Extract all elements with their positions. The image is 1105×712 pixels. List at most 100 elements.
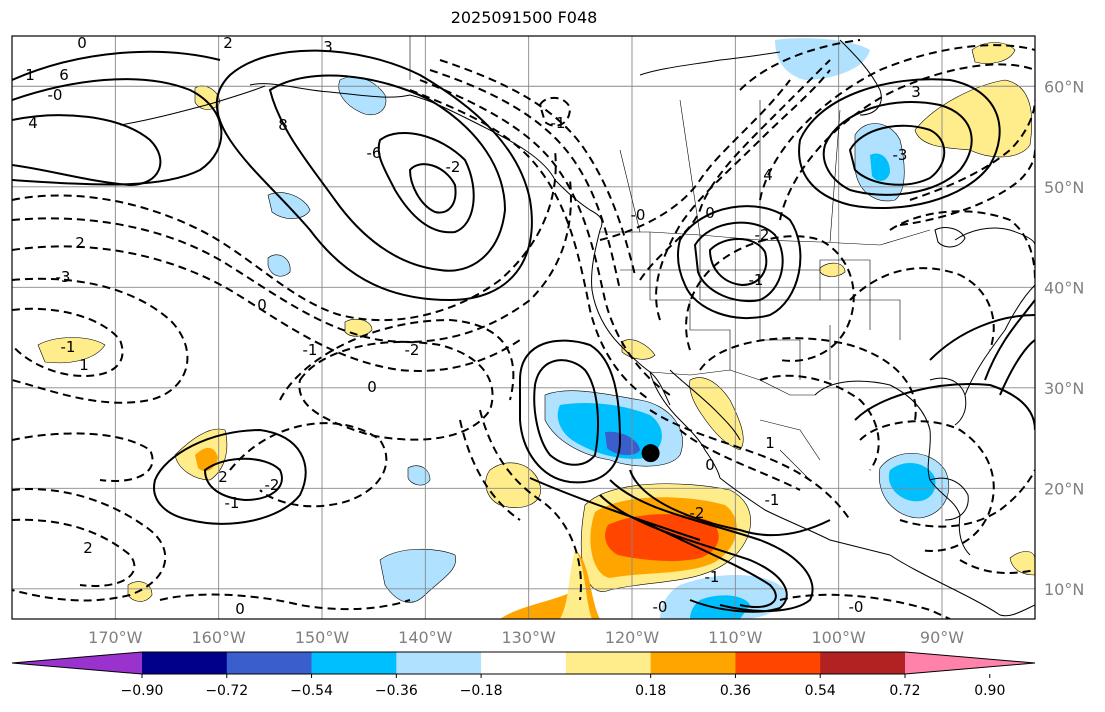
contour-label: 2 bbox=[218, 468, 228, 486]
positive-shade-west bbox=[485, 462, 541, 508]
contour-dashed-hudson bbox=[739, 39, 861, 91]
contour-solid-us-low-inner bbox=[708, 238, 768, 287]
contour-label: 4 bbox=[763, 166, 773, 184]
contour-dashed-us-4 bbox=[685, 235, 855, 362]
contour-solid-canada-inner bbox=[848, 124, 946, 186]
contour-dashed-bc-low bbox=[538, 96, 572, 127]
negative-shade-pacific bbox=[379, 548, 457, 603]
contour-solid-us-low-mid bbox=[693, 221, 784, 303]
latitude-labels: 60°N 50°N 40°N 30°N 20°N 10°N bbox=[1044, 77, 1084, 599]
contour-dashed-gulf-4 bbox=[779, 593, 951, 619]
contour-dashed-us-3 bbox=[655, 69, 831, 321]
contour-label: -2 bbox=[446, 158, 461, 176]
longitude-label: 170°W bbox=[88, 628, 143, 647]
contour-label: -1 bbox=[225, 494, 240, 512]
contour-solid-tropical-1 bbox=[609, 479, 814, 613]
contour-label: -3 bbox=[56, 268, 71, 286]
contour-dashed-gulf-1 bbox=[859, 420, 995, 552]
contour-dashed-pacific-2 bbox=[12, 179, 572, 343]
contour-label: 0 bbox=[257, 296, 267, 314]
contour-dashed-us-2 bbox=[639, 59, 831, 281]
longitude-label: 160°W bbox=[191, 628, 246, 647]
latitude-label: 40°N bbox=[1044, 278, 1084, 297]
colorbar-tick-label: −0.90 bbox=[121, 683, 164, 699]
contour-label: 1 bbox=[25, 66, 35, 84]
colorbar-segment bbox=[142, 652, 228, 674]
contour-dashed-pacific-9 bbox=[12, 488, 167, 602]
coastline-aleutians bbox=[119, 85, 266, 126]
positive-shade-plains bbox=[819, 262, 846, 277]
colorbar-tick-label: −0.36 bbox=[375, 683, 418, 699]
gridlines bbox=[12, 36, 1035, 619]
contour-dashed-canada-1 bbox=[759, 44, 1035, 201]
contour-dashed-us-6 bbox=[759, 374, 880, 471]
contour-dashed-canada-4 bbox=[899, 149, 1035, 226]
contour-solid-west-1 bbox=[12, 114, 162, 187]
contour-dashed-canada-3 bbox=[909, 99, 1035, 201]
colorbar-segment bbox=[820, 652, 906, 674]
contour-solid-se-us-4 bbox=[999, 339, 1035, 396]
contour-dashed-baja-w bbox=[479, 409, 582, 601]
contour-solid-se-us-2 bbox=[929, 314, 1035, 361]
longitude-label: 120°W bbox=[605, 628, 660, 647]
contour-dashed-us-7 bbox=[849, 267, 995, 351]
contour-label: -6 bbox=[367, 144, 382, 162]
location-marker bbox=[641, 444, 660, 463]
negative-shade-baja-core bbox=[605, 431, 640, 456]
coastline-hudson-bay bbox=[839, 39, 882, 116]
contour-label: -2 bbox=[755, 226, 770, 244]
contour-label: 2 bbox=[223, 34, 233, 52]
contour-label: 0 bbox=[705, 204, 715, 222]
colorbar bbox=[11, 651, 1036, 675]
contour-label: 0 bbox=[235, 600, 245, 618]
coastline-arctic bbox=[639, 51, 781, 76]
contour-dashed-gulf-3 bbox=[959, 559, 1035, 574]
contour-dashed-coast-3 bbox=[429, 69, 621, 291]
contour-label: -2 bbox=[265, 476, 280, 494]
colorbar-extend-max bbox=[905, 652, 1035, 674]
longitude-label: 150°W bbox=[295, 628, 350, 647]
contour-solid-se-us-1 bbox=[854, 383, 1035, 431]
positive-shade-southb bbox=[560, 550, 592, 619]
contour-label: -1 bbox=[61, 338, 76, 356]
positive-shade-west-pac bbox=[37, 337, 106, 364]
contour-label: 3 bbox=[911, 83, 921, 101]
contour-label: 1 bbox=[765, 434, 775, 452]
contour-dashed-pacific-1 bbox=[12, 149, 557, 322]
contour-dashed-pacific-3 bbox=[12, 245, 521, 372]
contour-label: -1 bbox=[303, 341, 318, 359]
coastline-east-us bbox=[964, 284, 1035, 396]
contour-layer bbox=[12, 49, 1035, 613]
colorbar-tick-labels: −0.90 −0.72 −0.54 −0.36 −0.18 0.18 0.36 0.54 0.7… bbox=[121, 674, 1005, 699]
contour-label: 3 bbox=[323, 38, 333, 56]
contour-label: -2 bbox=[405, 341, 420, 359]
negative-shade-canada-core bbox=[870, 153, 890, 181]
coastline-west-us bbox=[591, 229, 671, 406]
coastline-central-am bbox=[889, 554, 1035, 617]
colorbar-tick-label: 0.36 bbox=[720, 683, 751, 699]
colorbar-segment bbox=[565, 652, 652, 674]
contour-solid-west-2 bbox=[12, 78, 223, 186]
contour-solid-high-ne-pacific-outer bbox=[215, 49, 533, 302]
longitude-label: 100°W bbox=[811, 628, 866, 647]
map-frame bbox=[11, 35, 1036, 620]
contour-label: -0 bbox=[849, 598, 864, 616]
contour-solid-se-us-3 bbox=[984, 299, 1035, 381]
latitude-label: 10°N bbox=[1044, 580, 1084, 599]
coastline-baja bbox=[649, 371, 721, 479]
contour-label: -0 bbox=[631, 206, 646, 224]
contour-label: -1 bbox=[765, 491, 780, 509]
colorbar-tick-label: −0.54 bbox=[290, 683, 333, 699]
contour-label: -1 bbox=[749, 271, 764, 289]
contour-dashed-us-5 bbox=[699, 337, 917, 421]
negative-shade-pac4 bbox=[407, 465, 431, 486]
negative-shade-north bbox=[775, 38, 870, 80]
contour-label: 2 bbox=[75, 234, 85, 252]
contour-dashed-pacific-7 bbox=[279, 318, 515, 401]
colorbar-segment bbox=[650, 652, 736, 674]
contour-dashed-pacific-6 bbox=[298, 340, 494, 441]
colorbar-segment bbox=[481, 652, 567, 674]
coastline-great-lakes bbox=[934, 227, 966, 248]
border-states-1 bbox=[649, 232, 731, 370]
